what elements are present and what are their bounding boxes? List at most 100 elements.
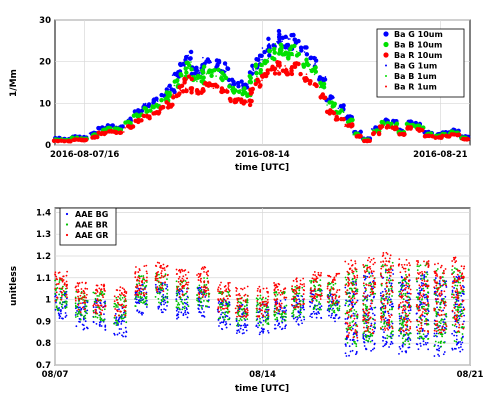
data-point-aae-br — [374, 292, 377, 295]
data-point-aae-br — [445, 315, 448, 318]
data-point-aae-gr — [134, 293, 137, 296]
data-point-aae-gr — [283, 296, 286, 299]
data-point-aae-bg — [141, 313, 143, 316]
data-point-aae-gr — [217, 288, 219, 291]
data-point-aae-gr — [57, 282, 60, 285]
data-point-aae-gr — [319, 285, 322, 287]
data-point-ba-r-1um — [122, 131, 125, 133]
data-point-aae-gr — [436, 273, 438, 276]
data-point-aae-gr — [427, 260, 430, 262]
data-point-aae-br — [124, 316, 127, 318]
data-point-aae-gr — [276, 307, 279, 310]
data-point-aae-gr — [335, 291, 338, 294]
data-point-aae-bg — [78, 320, 80, 323]
data-point-aae-br — [266, 311, 269, 313]
data-point-aae-gr — [313, 271, 316, 273]
data-point-aae-gr — [461, 272, 464, 275]
data-point-aae-br — [406, 328, 409, 331]
data-point-aae-bg — [225, 326, 228, 329]
data-point-aae-gr — [137, 294, 140, 296]
data-point-ba-g-1um — [169, 88, 171, 91]
data-point-ba-b-10um — [286, 54, 291, 59]
data-point-aae-br — [346, 341, 349, 344]
data-point-aae-bg — [184, 313, 187, 316]
data-point-aae-bg — [356, 339, 359, 342]
data-point-ba-r-1um — [93, 136, 95, 138]
data-point-aae-bg — [355, 350, 358, 353]
data-point-aae-gr — [363, 265, 366, 268]
data-point-ba-r-10um — [95, 134, 100, 140]
data-point-ba-g-10um — [194, 65, 199, 70]
data-point-aae-br — [218, 303, 221, 306]
data-point-aae-gr — [407, 314, 410, 317]
data-point-aae-gr — [62, 289, 65, 292]
data-point-aae-br — [280, 320, 283, 323]
data-point-aae-gr — [389, 275, 392, 277]
data-point-aae-bg — [382, 335, 384, 338]
data-point-aae-bg — [416, 343, 419, 346]
data-point-aae-gr — [346, 322, 349, 325]
top-x-tick-label: 2016-08-07/16 — [50, 150, 119, 160]
data-point-ba-r-1um — [216, 86, 218, 88]
data-point-ba-r-1um — [172, 94, 175, 97]
data-point-aae-gr — [419, 271, 422, 274]
data-point-aae-bg — [181, 298, 183, 301]
data-point-aae-gr — [408, 273, 411, 276]
data-point-aae-bg — [198, 310, 201, 313]
data-point-aae-gr — [365, 309, 368, 312]
data-point-aae-br — [408, 337, 411, 340]
data-point-aae-gr — [205, 287, 207, 290]
data-point-aae-br — [316, 296, 318, 299]
data-point-aae-gr — [440, 310, 443, 312]
data-point-aae-bg — [118, 320, 120, 323]
data-point-aae-bg — [60, 312, 62, 315]
data-point-aae-gr — [205, 294, 207, 297]
data-point-ba-g-10um — [151, 98, 157, 104]
data-point-aae-bg — [399, 347, 402, 350]
data-point-aae-gr — [392, 279, 394, 282]
data-point-aae-gr — [383, 318, 385, 321]
data-point-aae-br — [347, 305, 350, 307]
data-point-aae-bg — [154, 283, 157, 286]
data-point-aae-br — [164, 296, 167, 299]
data-point-aae-gr — [197, 272, 200, 275]
data-point-aae-gr — [247, 295, 249, 297]
data-point-aae-bg — [162, 294, 165, 296]
data-point-aae-gr — [373, 277, 376, 280]
data-point-aae-bg — [451, 289, 454, 292]
data-point-aae-gr — [344, 284, 347, 287]
data-point-aae-br — [350, 287, 353, 290]
data-point-aae-bg — [243, 332, 245, 334]
data-point-aae-bg — [398, 345, 401, 348]
data-point-aae-gr — [462, 288, 464, 291]
data-point-aae-gr — [320, 272, 323, 274]
data-point-aae-br — [222, 311, 225, 314]
data-point-aae-br — [235, 318, 238, 321]
data-point-ba-b-10um — [183, 66, 188, 71]
data-point-ba-r-1um — [169, 104, 172, 107]
data-point-aae-br — [386, 301, 389, 303]
data-point-aae-bg — [459, 350, 462, 353]
data-point-aae-bg — [135, 298, 138, 301]
data-point-aae-br — [140, 291, 143, 294]
data-point-aae-gr — [403, 288, 406, 290]
data-point-aae-gr — [364, 287, 367, 290]
data-point-aae-bg — [208, 306, 210, 308]
data-point-aae-gr — [200, 277, 202, 280]
data-point-aae-gr — [363, 326, 365, 329]
data-point-aae-br — [405, 282, 408, 285]
data-point-ba-b-10um — [309, 68, 315, 74]
data-point-aae-br — [423, 312, 426, 315]
data-point-aae-gr — [144, 279, 147, 282]
data-point-aae-br — [380, 297, 383, 299]
data-point-aae-br — [362, 332, 365, 335]
data-point-aae-gr — [224, 299, 227, 302]
data-point-aae-br — [142, 275, 145, 277]
data-point-aae-br — [427, 305, 430, 308]
data-point-aae-gr — [61, 287, 64, 290]
data-point-aae-br — [60, 288, 63, 290]
data-point-aae-gr — [368, 308, 370, 311]
data-point-aae-gr — [303, 298, 305, 300]
data-point-aae-br — [237, 298, 240, 300]
data-point-aae-br — [380, 321, 382, 323]
